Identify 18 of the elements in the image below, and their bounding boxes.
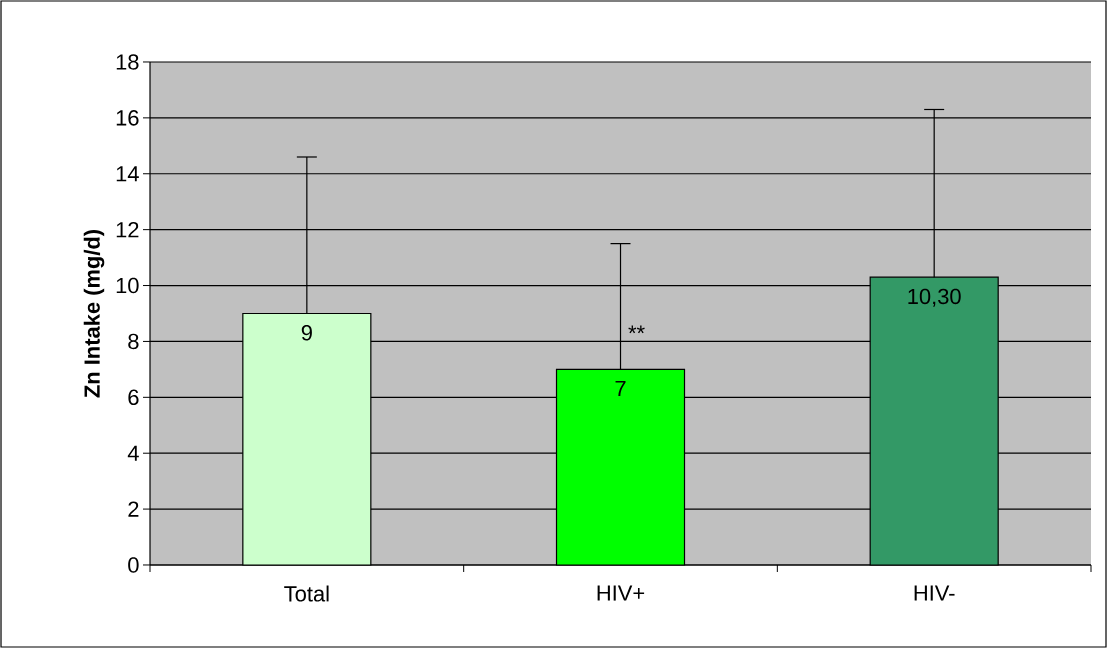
annotation: **: [628, 325, 645, 334]
y-tick-label: 10: [116, 277, 139, 294]
y-tick-label: 6: [128, 389, 139, 406]
x-tick-label: HIV-: [914, 585, 955, 601]
y-tick-label: 12: [116, 221, 139, 238]
y-axis-title: Zn Intake (mg/d): [83, 229, 105, 398]
y-tick-label: 4: [127, 445, 139, 461]
data-label: 9: [301, 324, 312, 341]
y-tick-label: 14: [116, 166, 139, 182]
y-tick-label: 8: [128, 333, 139, 350]
y-tick-label: 0: [128, 557, 139, 573]
x-tick-label: Total: [284, 585, 329, 602]
x-tick-label: HIV+: [597, 585, 645, 601]
y-tick-label: 2: [128, 501, 139, 517]
data-label: 10,30: [908, 288, 961, 307]
y-tick-label: 18: [116, 54, 139, 70]
data-label: 7: [615, 380, 626, 396]
y-tick-label: 16: [116, 110, 139, 126]
